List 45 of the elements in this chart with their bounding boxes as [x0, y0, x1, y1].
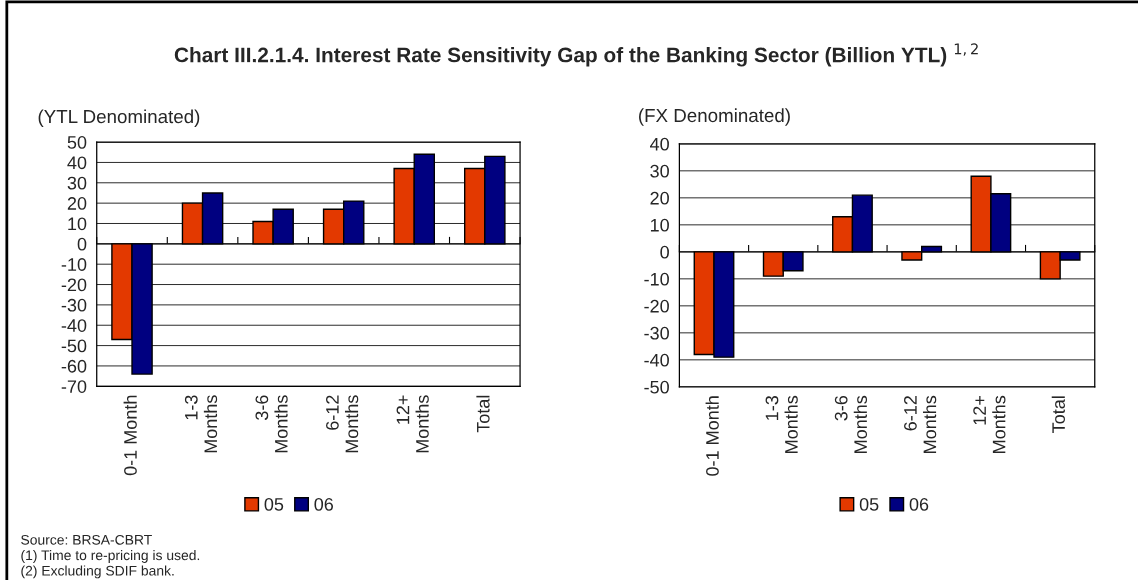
- y-tick-label: -50: [61, 339, 87, 353]
- y-tick-label: 50: [67, 136, 87, 149]
- y-tick-label: -20: [61, 278, 87, 292]
- x-tick-label: 12+ Months: [396, 395, 429, 453]
- chart-subtitle: (FX Denominated): [639, 108, 790, 126]
- y-tick-label: -40: [644, 353, 669, 367]
- legend-label: 06: [314, 497, 334, 511]
- legend-label: 05: [859, 498, 879, 511]
- text: (1) Time to re-pricing is used.: [21, 549, 200, 563]
- y-tick-label: 0: [660, 245, 669, 259]
- y-tick-label: -10: [61, 258, 87, 271]
- x-tick-label: 3-6 Months: [834, 395, 868, 453]
- legend-label: 05: [264, 497, 284, 511]
- chart-subtitle: (YTL Denominated): [38, 109, 200, 127]
- y-tick-label: -30: [644, 326, 669, 340]
- y-tick-label: 40: [67, 156, 87, 170]
- x-tick-label: Total: [1051, 396, 1065, 433]
- text: Chart III.2.1.4. Interest Rate Sensitivity Gap of the Banking Sector (Billion YTL) $^{1,2}$: [174, 43, 978, 67]
- source-note: Source: BRSA-CBRT: [21, 534, 152, 545]
- x-tick-label: 0-1 Month: [705, 396, 719, 476]
- y-tick-label: 30: [67, 176, 87, 190]
- legend-label: 06: [909, 498, 929, 511]
- y-tick-label: 20: [67, 197, 87, 210]
- y-tick-label: 10: [68, 217, 87, 231]
- x-tick-label: 1-3 Months: [184, 395, 218, 453]
- y-tick-label: -50: [644, 380, 669, 394]
- y-tick-label: 0: [77, 237, 87, 251]
- x-tick-label: 0-1 Month: [123, 395, 137, 476]
- y-tick-label: 20: [650, 191, 669, 205]
- y-tick-label: 40: [650, 137, 669, 151]
- y-tick-label: -10: [644, 272, 669, 286]
- x-tick-label: Total: [476, 395, 490, 433]
- y-tick-label: -20: [644, 299, 669, 313]
- y-tick-label: -70: [61, 380, 87, 393]
- x-tick-label: 1-3 Months: [765, 395, 798, 453]
- y-tick-label: 10: [650, 218, 669, 232]
- text: (2) Excluding SDIF bank.: [21, 565, 174, 579]
- y-tick-label: -60: [61, 359, 87, 373]
- x-tick-label: 6-12 Months: [904, 395, 937, 453]
- x-tick-label: 6-12 Months: [326, 395, 359, 453]
- x-tick-label: 3-6 Months: [255, 395, 288, 453]
- y-tick-label: -40: [61, 319, 87, 332]
- x-tick-label: 12+ Months: [973, 395, 1006, 453]
- y-tick-label: -30: [61, 298, 87, 312]
- y-tick-label: 30: [650, 164, 669, 178]
